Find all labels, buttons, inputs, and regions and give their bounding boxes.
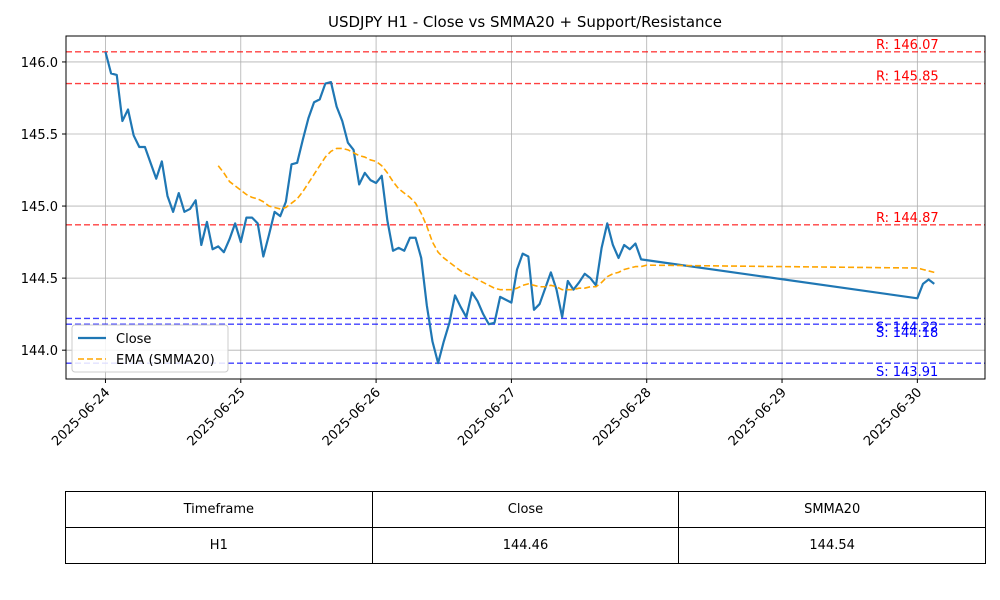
support-resistance-levels	[66, 51, 985, 364]
table-cell: H1	[65, 527, 373, 564]
resistance-level-label: R: 145.85	[876, 70, 939, 85]
y-tick-label: 144.0	[21, 344, 58, 359]
x-tick-label: 2025-06-30	[861, 385, 925, 449]
table-header-cell: Close	[371, 491, 680, 528]
table-header-cell: SMMA20	[678, 491, 986, 528]
y-tick-label: 144.5	[21, 272, 58, 287]
resistance-level-label: R: 146.07	[876, 38, 939, 53]
support-level-label: S: 144.22	[876, 320, 938, 335]
x-tick-label: 2025-06-28	[591, 385, 655, 449]
x-tick-label: 2025-06-29	[726, 385, 790, 449]
x-tick-label: 2025-06-25	[185, 385, 249, 449]
stats-table: Timeframe Close SMMA20 H1 144.46 144.54	[65, 491, 986, 564]
legend-box	[71, 324, 229, 373]
support-level-label: S: 144.18	[876, 326, 938, 341]
x-tick-label: 2025-06-24	[49, 385, 113, 449]
legend-label-close: Close	[116, 332, 151, 347]
y-tick-label: 145.0	[21, 200, 58, 215]
chart-title: USDJPY H1 - Close vs SMMA20 + Support/Re…	[328, 13, 722, 31]
plot-area-frame	[65, 35, 986, 380]
y-tick-label: 145.5	[21, 128, 58, 143]
x-tick-label: 2025-06-26	[320, 385, 384, 449]
table-header-cell: Timeframe	[65, 491, 373, 528]
y-tick-label: 146.0	[21, 56, 58, 71]
resistance-level-label: R: 144.87	[876, 211, 939, 226]
support-level-label: S: 143.91	[876, 365, 938, 380]
close-series-line	[104, 51, 935, 365]
x-tick-label: 2025-06-27	[455, 385, 519, 449]
table-cell: 144.54	[678, 527, 986, 564]
legend-label-ema: EMA (SMMA20)	[116, 353, 215, 368]
ema-series-line	[217, 147, 935, 291]
table-header-row: Timeframe Close SMMA20	[65, 491, 986, 528]
axes: 2025-06-24 2025-06-25 2025-06-26 2025-06-27…	[21, 56, 925, 449]
table-cell: 144.46	[371, 527, 680, 564]
legend: Close EMA (SMMA20)	[71, 324, 229, 373]
table-row: H1 144.46 144.54	[65, 527, 986, 564]
grid	[66, 36, 985, 379]
level-labels: R: 146.07R: 145.85R: 144.87S: 144.22S: 1…	[876, 38, 939, 380]
series-lines	[104, 51, 935, 365]
